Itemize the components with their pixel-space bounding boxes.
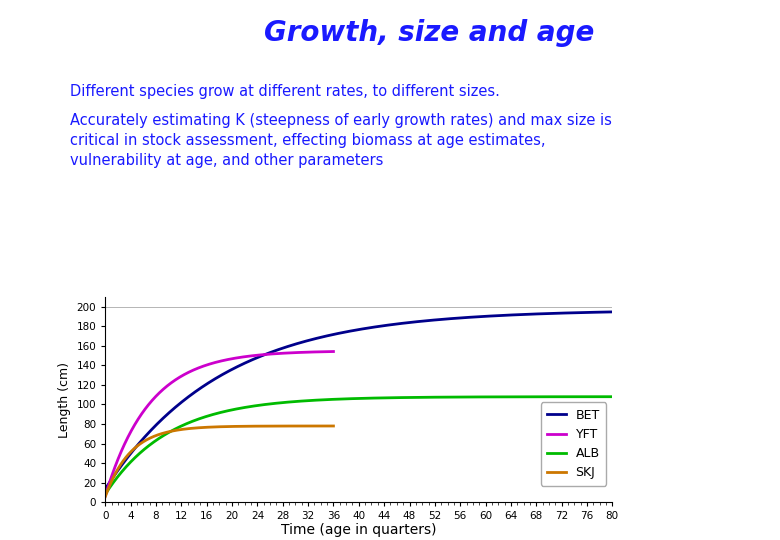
BET [496,312,505,319]
BET [608,309,617,315]
Legend: BET, YFT, ALB, SKJ: BET, YFT, ALB, SKJ [541,402,606,485]
SKJ [329,423,339,429]
BET [324,332,333,339]
YFT [201,362,211,368]
YFT [257,352,267,358]
YFT [193,365,202,372]
SKJ [124,451,133,457]
BET [152,421,161,427]
BET [306,337,315,343]
SKJ [257,423,267,429]
ALB [152,436,161,443]
YFT [124,433,133,439]
ALB [496,394,505,400]
Line: ALB: ALB [105,397,612,494]
BET [101,485,110,492]
ALB [608,394,617,400]
Line: SKJ: SKJ [105,426,334,497]
ALB [448,394,458,400]
YFT [282,350,292,356]
ALB [306,397,315,404]
Line: YFT: YFT [105,352,334,496]
ALB [324,396,333,403]
ALB [101,491,110,497]
YFT [101,492,110,499]
YFT [278,350,288,356]
BET [505,312,515,318]
Text: Different species grow at different rates, to different sizes.: Different species grow at different rate… [70,84,500,99]
SKJ [193,424,202,431]
ALB [505,394,515,400]
YFT [329,348,339,355]
Text: Growth, size and age: Growth, size and age [264,19,594,47]
BET [448,315,458,322]
Text: Accurately estimating K (steepness of early growth rates) and max size is
critic: Accurately estimating K (steepness of ea… [70,113,612,168]
Line: BET: BET [105,312,612,489]
SKJ [101,494,110,500]
SKJ [278,423,288,429]
Y-axis label: Length (cm): Length (cm) [58,362,71,437]
Text: Time (age in quarters): Time (age in quarters) [281,523,437,537]
SKJ [201,424,211,430]
SKJ [282,423,292,429]
